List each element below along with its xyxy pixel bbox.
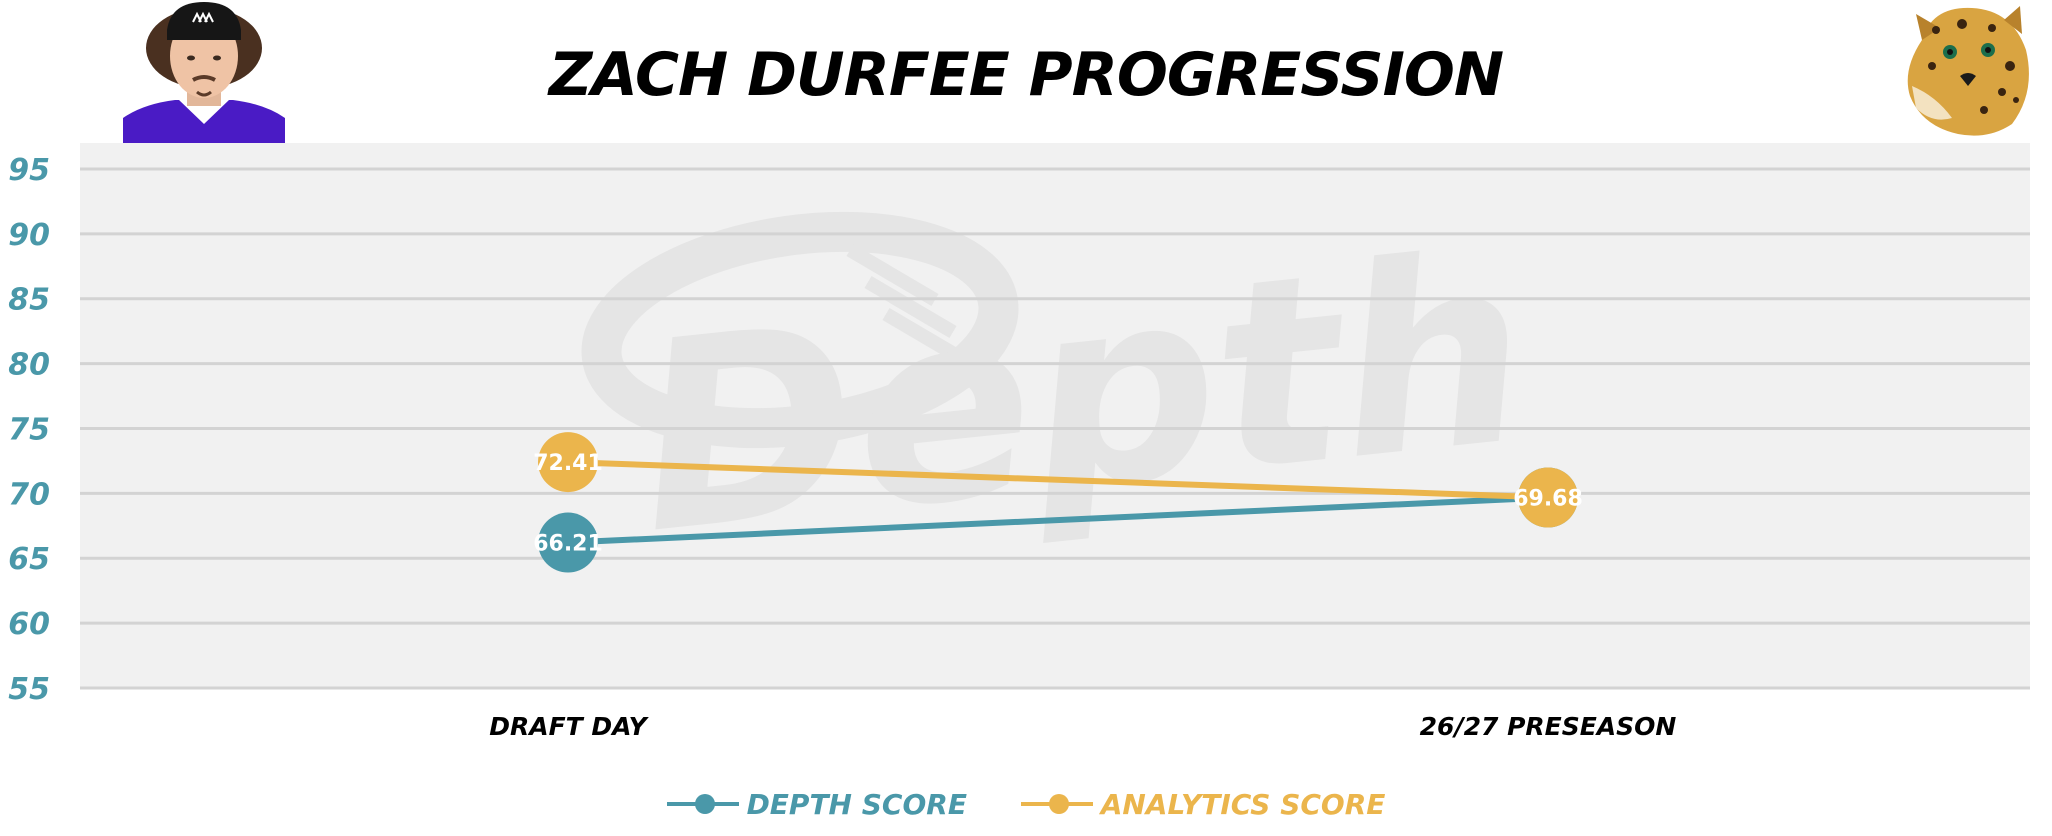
y-tick-label: 90	[8, 218, 50, 253]
y-tick-label: 55	[8, 672, 50, 707]
y-tick-label: 75	[8, 412, 50, 447]
chart-legend: DEPTH SCORE ANALYTICS SCORE	[0, 780, 2052, 821]
series-line	[565, 459, 1551, 501]
plot-background	[80, 143, 2030, 688]
player-photo	[123, 0, 285, 146]
data-point[interactable]	[538, 432, 598, 493]
data-point[interactable]	[1518, 467, 1578, 528]
y-axis-ticks: 55 60 65 70 75 80 85 90 95	[8, 153, 50, 707]
y-tick-label: 70	[8, 477, 50, 512]
grid-lines	[80, 167, 2030, 690]
player-headshot-icon	[123, 0, 285, 146]
legend-label-depth: DEPTH SCORE	[746, 787, 967, 821]
y-tick-label: 80	[8, 348, 50, 383]
chart-title: ZACH DURFEE PROGRESSION	[548, 40, 1504, 110]
series-line	[565, 494, 1551, 546]
series-depth-score: 66.21 69.68	[533, 467, 1583, 573]
y-tick-label: 85	[8, 283, 50, 318]
jaguar-head-icon	[1907, 6, 2029, 136]
depth-watermark: Depth	[581, 199, 1539, 592]
y-tick-label: 95	[8, 153, 50, 188]
x-axis-categories: DRAFT DAY 26/27 PRESEASON	[489, 712, 1676, 741]
legend-item-analytics-score[interactable]: ANALYTICS SCORE	[1020, 787, 1386, 821]
watermark-text: Depth	[625, 199, 1539, 592]
watermark-laces	[846, 243, 975, 371]
y-tick-label: 65	[8, 542, 50, 577]
data-point[interactable]	[538, 512, 598, 573]
data-label: 66.21	[533, 532, 603, 557]
team-logo	[1892, 0, 2042, 140]
data-label: 72.41	[533, 451, 603, 476]
legend-swatch-analytics	[1020, 794, 1093, 814]
series-analytics-score: 72.41 69.68	[533, 432, 1583, 528]
data-point[interactable]	[1518, 467, 1578, 528]
legend-item-depth-score[interactable]: DEPTH SCORE	[666, 787, 967, 821]
y-tick-label: 60	[8, 607, 50, 642]
legend-label-analytics: ANALYTICS SCORE	[1100, 787, 1386, 821]
data-label: 69.68	[1513, 487, 1583, 512]
x-category-label: DRAFT DAY	[489, 712, 649, 741]
data-label: 69.68	[1513, 487, 1583, 512]
legend-swatch-depth	[666, 794, 739, 814]
watermark-football-shape	[581, 211, 1019, 449]
x-category-label: 26/27 PRESEASON	[1420, 712, 1677, 741]
